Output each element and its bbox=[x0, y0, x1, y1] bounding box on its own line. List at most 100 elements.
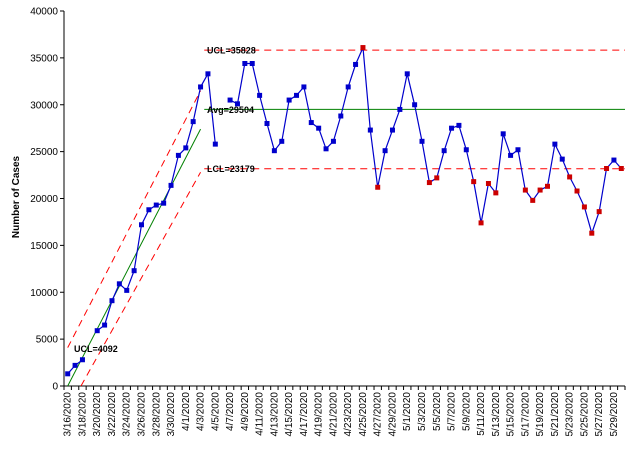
signal-data-point bbox=[360, 45, 366, 51]
y-tick-label: 0 bbox=[52, 382, 58, 393]
x-tick-label: 5/29/2020 bbox=[609, 392, 620, 437]
signal-data-point bbox=[426, 180, 432, 186]
avg-label: Avg=29504 bbox=[207, 105, 254, 115]
signal-data-point bbox=[589, 230, 595, 236]
data-point bbox=[286, 97, 292, 103]
x-tick-label: 4/25/2020 bbox=[358, 392, 369, 437]
data-point bbox=[552, 141, 558, 147]
x-tick-label: 4/17/2020 bbox=[299, 392, 310, 437]
data-point bbox=[234, 101, 240, 107]
data-point bbox=[316, 125, 322, 131]
signal-data-point bbox=[544, 183, 550, 189]
x-tick-label: 3/20/2020 bbox=[92, 392, 103, 437]
data-point bbox=[271, 148, 277, 154]
trend-upper-limit-line bbox=[67, 90, 202, 348]
data-point bbox=[389, 127, 395, 133]
data-point bbox=[161, 200, 167, 206]
signal-data-point bbox=[530, 197, 536, 203]
data-point bbox=[441, 148, 447, 154]
x-tick-label: 5/3/2020 bbox=[417, 392, 428, 431]
x-tick-label: 5/23/2020 bbox=[565, 392, 576, 437]
data-point bbox=[279, 138, 285, 144]
series-line bbox=[229, 47, 622, 236]
data-point bbox=[65, 371, 71, 377]
data-point bbox=[397, 106, 403, 112]
data-point bbox=[249, 61, 255, 66]
data-point bbox=[412, 102, 418, 108]
x-tick-label: 4/7/2020 bbox=[225, 392, 236, 431]
x-tick-label: 4/23/2020 bbox=[343, 392, 354, 437]
signal-data-point bbox=[471, 179, 477, 185]
data-point bbox=[456, 122, 462, 128]
x-tick-label: 5/11/2020 bbox=[476, 392, 487, 436]
data-point bbox=[227, 97, 233, 103]
x-tick-label: 3/26/2020 bbox=[137, 392, 148, 437]
x-tick-label: 5/17/2020 bbox=[520, 392, 531, 437]
data-point bbox=[79, 357, 85, 363]
data-point bbox=[242, 61, 248, 66]
x-tick-label: 5/9/2020 bbox=[461, 392, 472, 431]
y-tick-label: 35000 bbox=[30, 53, 58, 64]
data-point bbox=[338, 113, 344, 119]
x-tick-label: 5/19/2020 bbox=[535, 392, 546, 437]
data-point bbox=[109, 298, 115, 304]
data-point bbox=[72, 362, 78, 368]
signal-data-point bbox=[434, 175, 440, 181]
data-point bbox=[294, 92, 300, 98]
data-point bbox=[308, 120, 314, 126]
y-tick-label: 40000 bbox=[30, 7, 58, 18]
signal-data-point bbox=[567, 174, 573, 180]
x-tick-label: 3/16/2020 bbox=[63, 392, 74, 437]
trend-lower-limit-line bbox=[80, 172, 201, 387]
data-point bbox=[301, 84, 307, 90]
data-point bbox=[116, 281, 122, 287]
signal-data-point bbox=[618, 166, 624, 171]
data-point bbox=[264, 121, 270, 126]
data-point bbox=[419, 138, 425, 144]
signal-data-point bbox=[478, 220, 484, 226]
data-point bbox=[508, 152, 514, 158]
signal-data-point bbox=[604, 166, 610, 171]
x-tick-label: 3/22/2020 bbox=[107, 392, 118, 437]
data-point bbox=[175, 152, 181, 158]
signal-data-point bbox=[581, 204, 587, 210]
data-point bbox=[168, 182, 174, 188]
data-point bbox=[463, 147, 469, 153]
trend-ucl-label: UCL=4092 bbox=[74, 344, 118, 354]
y-tick-label: 5000 bbox=[36, 335, 59, 346]
y-tick-label: 25000 bbox=[30, 147, 58, 158]
data-point bbox=[94, 328, 100, 334]
data-point bbox=[257, 92, 263, 98]
x-tick-label: 4/21/2020 bbox=[328, 392, 339, 437]
data-point bbox=[330, 138, 336, 144]
data-point bbox=[404, 71, 410, 77]
data-point bbox=[611, 157, 617, 163]
x-tick-label: 4/29/2020 bbox=[387, 392, 398, 437]
x-tick-label: 5/21/2020 bbox=[550, 392, 561, 437]
x-tick-label: 5/1/2020 bbox=[402, 392, 413, 431]
x-tick-label: 4/15/2020 bbox=[284, 392, 295, 437]
y-axis-title: Number of Cases bbox=[11, 155, 22, 238]
data-point bbox=[102, 322, 108, 328]
x-tick-label: 5/15/2020 bbox=[506, 392, 517, 437]
x-tick-label: 4/27/2020 bbox=[373, 392, 384, 437]
x-tick-label: 3/24/2020 bbox=[122, 392, 133, 437]
x-tick-label: 3/30/2020 bbox=[166, 392, 177, 437]
data-point bbox=[323, 146, 329, 152]
data-point bbox=[449, 125, 455, 131]
signal-data-point bbox=[485, 181, 491, 186]
lcl-label: LCL=23179 bbox=[207, 164, 255, 174]
x-tick-label: 5/7/2020 bbox=[447, 392, 458, 431]
x-tick-label: 4/11/2020 bbox=[255, 392, 266, 436]
data-point bbox=[500, 131, 506, 137]
signal-data-point bbox=[493, 190, 499, 196]
data-point bbox=[139, 222, 145, 228]
data-point bbox=[382, 148, 388, 154]
x-tick-label: 4/1/2020 bbox=[181, 392, 192, 431]
y-tick-label: 30000 bbox=[30, 100, 58, 111]
signal-data-point bbox=[375, 184, 381, 190]
ucl-label: UCL=35828 bbox=[207, 46, 256, 56]
y-tick-label: 10000 bbox=[30, 288, 58, 299]
x-tick-label: 4/9/2020 bbox=[240, 392, 251, 431]
series-line bbox=[96, 71, 216, 332]
